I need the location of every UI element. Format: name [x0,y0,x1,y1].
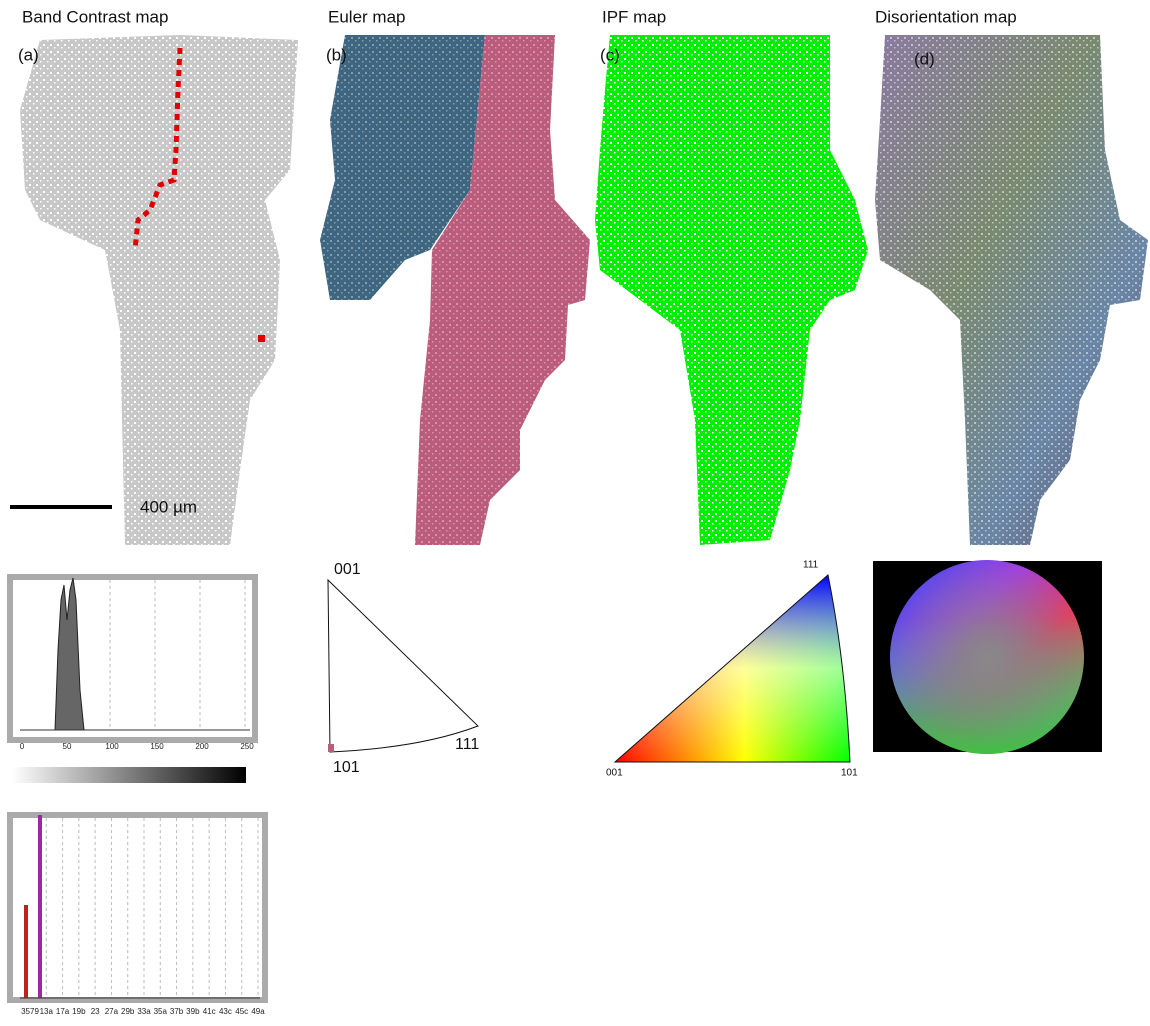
tick-label: 17a [56,1007,70,1016]
panel-label: (d) [914,49,935,68]
tick-label: 0 [20,742,25,751]
panel-label: (b) [326,45,347,64]
tick-label: 3579 [21,1007,39,1016]
ipf-map [595,35,870,545]
panel-title: Euler map [328,7,405,26]
tick-label: 19b [72,1007,86,1016]
tick-label: 43c [219,1007,232,1016]
ipf-key [615,575,850,762]
tick-label: 39b [186,1007,200,1016]
tick-label: 23 [91,1007,100,1016]
tick-label: 100 [105,742,119,751]
disorientation-map [873,35,1148,545]
tick-label: 27a [105,1007,119,1016]
scale-bar-label: 400 µm [140,497,197,516]
tick-label: 29b [121,1007,135,1016]
key-label: 001 [606,768,623,779]
key-label: 111 [455,736,479,753]
panel-title: Disorientation map [875,7,1017,26]
tick-label: 250 [240,742,254,751]
tick-label: 33a [137,1007,151,1016]
tick-label: 35a [154,1007,168,1016]
euler-map [318,35,590,545]
tick-label: 200 [195,742,209,751]
band-contrast-histogram [10,577,255,783]
key-label: 111 [803,560,819,571]
panel-label: (c) [600,45,620,64]
key-label: 101 [333,759,360,776]
disorientation-key [873,560,1102,754]
panel-title: Band Contrast map [22,7,168,26]
euler-key [328,580,478,752]
misorientation-histogram [10,815,265,1000]
key-label: 001 [334,561,361,578]
panel-title: IPF map [602,7,666,26]
tick-label: 13a [40,1007,54,1016]
tick-label: 45c [235,1007,248,1016]
tick-label: 50 [63,742,72,751]
tick-label: 41c [203,1007,216,1016]
figure: Band Contrast map Euler map IPF map Diso… [0,0,1150,1026]
tick-label: 150 [150,742,164,751]
key-label: 101 [841,768,858,779]
panel-label: (a) [18,45,39,64]
band-contrast-map [10,35,298,545]
tick-label: 37b [170,1007,184,1016]
histogram-ticks: 0 50 100 150 200 250 [20,742,254,751]
tick-label: 49a [251,1007,265,1016]
